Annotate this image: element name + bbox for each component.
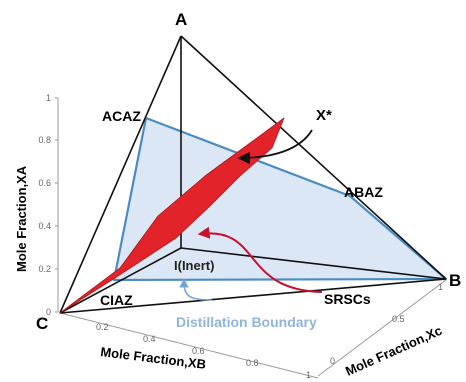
xc-tick: 1 [438, 282, 443, 292]
vertex-c-label: C [36, 314, 48, 333]
xb-axis: 0.2 0.4 0.6 0.8 1 [59, 312, 319, 380]
vertex-b-label: B [449, 271, 461, 290]
tetrahedron-edges [59, 35, 447, 314]
distillation-surface [59, 117, 285, 314]
srscs-arrow [197, 226, 323, 293]
boundary-arrow [179, 278, 213, 301]
inert-label: I(Inert) [174, 258, 214, 273]
acaz-label: ACAZ [102, 108, 141, 124]
azeotrope-plane [112, 116, 448, 282]
xa-axis: 0 0.2 0.4 0.6 0.8 1 [38, 93, 59, 317]
abaz-label: ABAZ [344, 184, 383, 200]
xb-tick: 0.2 [96, 322, 109, 332]
xa-axis-title: Mole Fraction,XA [14, 165, 29, 272]
xb-tick: 1 [306, 370, 311, 380]
xa-tick: 0.2 [38, 264, 51, 274]
xc-tick: 0 [330, 356, 335, 366]
xa-tick: 0.8 [38, 135, 51, 145]
x-star-arrow [237, 129, 313, 165]
xa-tick: 0.4 [38, 221, 51, 231]
xc-tick: 0.5 [392, 314, 405, 324]
xc-axis-title: Mole Fraction,Xc [343, 323, 444, 379]
xb-axis-title: Mole Fraction,XB [100, 344, 207, 372]
xa-tick: 0 [46, 307, 51, 317]
xb-tick: 0.6 [192, 346, 205, 356]
distillation-boundary-label: Distillation Boundary [176, 314, 317, 330]
xb-tick: 0.8 [246, 358, 259, 368]
xa-tick: 1 [46, 93, 51, 103]
xc-axis: 0 0.5 1 [317, 279, 447, 377]
x-star-label: X* [316, 107, 332, 124]
xa-tick: 0.6 [38, 178, 51, 188]
ciaz-label: CIAZ [100, 292, 133, 308]
xb-tick: 0.4 [143, 334, 156, 344]
srscs-label: SRSCs [324, 291, 371, 307]
vertex-a-label: A [175, 10, 187, 29]
